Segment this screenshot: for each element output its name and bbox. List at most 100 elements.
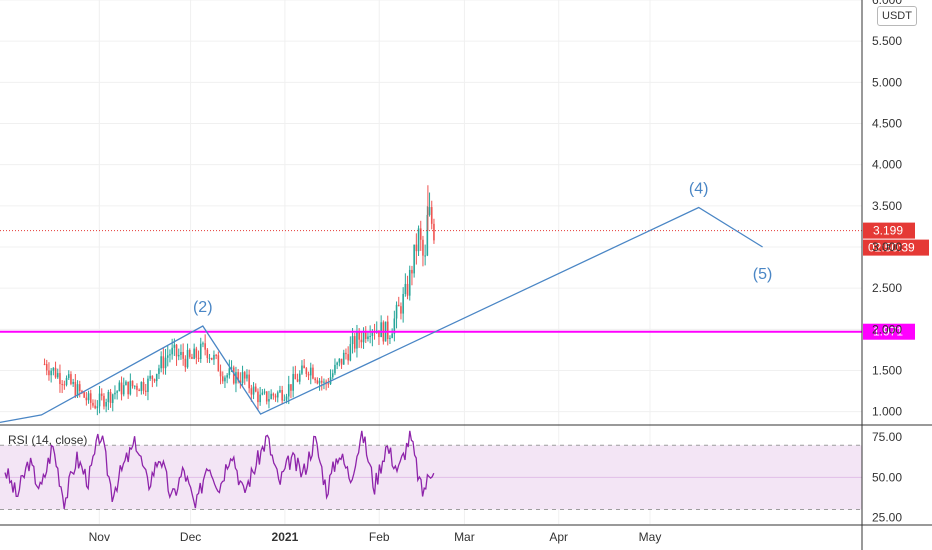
candle-body (224, 377, 226, 382)
candle-body (149, 375, 151, 379)
rsi-line (4, 430, 435, 509)
candle-body (188, 349, 191, 357)
candle-body (184, 358, 187, 368)
candle-body (287, 384, 290, 397)
candle-body (177, 354, 180, 357)
candle-body (316, 380, 319, 384)
candle-body (186, 349, 189, 368)
candle-body (98, 393, 101, 407)
candle-body (351, 336, 354, 345)
candle-body (83, 392, 85, 398)
candle-body (65, 377, 68, 385)
candle-body (252, 386, 255, 395)
y-tick-label: 5.500 (872, 34, 902, 48)
candle-body (158, 368, 160, 374)
candle-body (320, 380, 323, 383)
candle-body (290, 384, 292, 391)
candle-body (422, 239, 424, 256)
candle-body (56, 373, 59, 378)
overlays: 1.971 3.199 02:50:39 (2) (4) (5) (0, 180, 929, 424)
candle-body (309, 367, 312, 376)
candle-body (360, 339, 363, 343)
candle-body (395, 304, 398, 319)
candle-body (120, 382, 123, 395)
candle-body (246, 374, 248, 379)
candle-body (215, 354, 217, 356)
candle-body (367, 336, 369, 339)
candle-body (305, 368, 308, 375)
candle-body (345, 352, 347, 355)
candle-body (232, 367, 235, 384)
candle-body (417, 228, 420, 252)
candle-body (175, 344, 178, 357)
candle-body (241, 372, 244, 383)
elliott-wave-line (0, 206, 763, 424)
candle-body (389, 337, 391, 339)
candle-body (195, 348, 198, 358)
support-tag (863, 323, 915, 340)
candle-body (342, 352, 345, 365)
last-price-label: 3.199 (873, 224, 903, 238)
candle-body (63, 384, 66, 386)
candle-body (371, 331, 374, 336)
candle-body (206, 349, 209, 359)
candle-body (173, 344, 176, 348)
candle-body (331, 373, 334, 378)
candle-body (160, 356, 162, 369)
candle-body (272, 393, 275, 396)
candle-body (279, 390, 281, 393)
y-tick-label: 1.500 (872, 363, 902, 377)
candle-body (103, 395, 105, 407)
candle-body (294, 373, 297, 380)
candle-body (239, 380, 242, 383)
candle-body (281, 390, 283, 401)
x-tick-label: Dec (180, 530, 201, 544)
chart-grid (0, 0, 862, 524)
countdown-label: 02:50:39 (868, 241, 915, 255)
candle-body (87, 393, 90, 401)
candle-body (136, 385, 138, 390)
candle-body (413, 244, 415, 274)
candle-body (76, 384, 79, 396)
candle-body (116, 391, 118, 393)
candle-body (411, 269, 413, 274)
candle-body (254, 386, 257, 392)
countdown-tag (863, 239, 929, 256)
candle-body (419, 228, 422, 240)
candle-body (404, 283, 407, 294)
candle-body (283, 399, 286, 401)
candle-body (48, 370, 50, 376)
currency-badge[interactable]: USDT (877, 6, 917, 26)
candle-body (356, 332, 358, 349)
candle-body (100, 393, 103, 396)
candle-body (303, 365, 305, 369)
candle-body (259, 394, 261, 403)
candle-body (43, 363, 46, 365)
candle-body (180, 351, 182, 355)
candle-body (408, 269, 411, 296)
candle-body (369, 335, 371, 337)
candle-body (96, 406, 99, 409)
candle-body (72, 381, 74, 384)
y-tick-label: 2.000 (872, 322, 902, 336)
candle-body (257, 391, 259, 403)
wave-label: (2) (193, 299, 213, 316)
x-tick-label: Nov (89, 530, 110, 544)
candle-body (406, 283, 409, 296)
last-price-tag (863, 222, 915, 239)
candle-body (380, 322, 382, 338)
candle-body (164, 357, 167, 369)
candle-body (235, 372, 237, 384)
candle-body (336, 362, 338, 365)
candle-body (118, 382, 121, 392)
support-tag-label: 1.971 (873, 325, 903, 339)
candle-body (166, 355, 169, 358)
candle-body (162, 356, 165, 369)
candle-body (131, 380, 134, 387)
candle-body (261, 392, 264, 395)
candle-body (219, 371, 222, 377)
candle-body (109, 391, 112, 403)
candle-body (248, 374, 250, 389)
